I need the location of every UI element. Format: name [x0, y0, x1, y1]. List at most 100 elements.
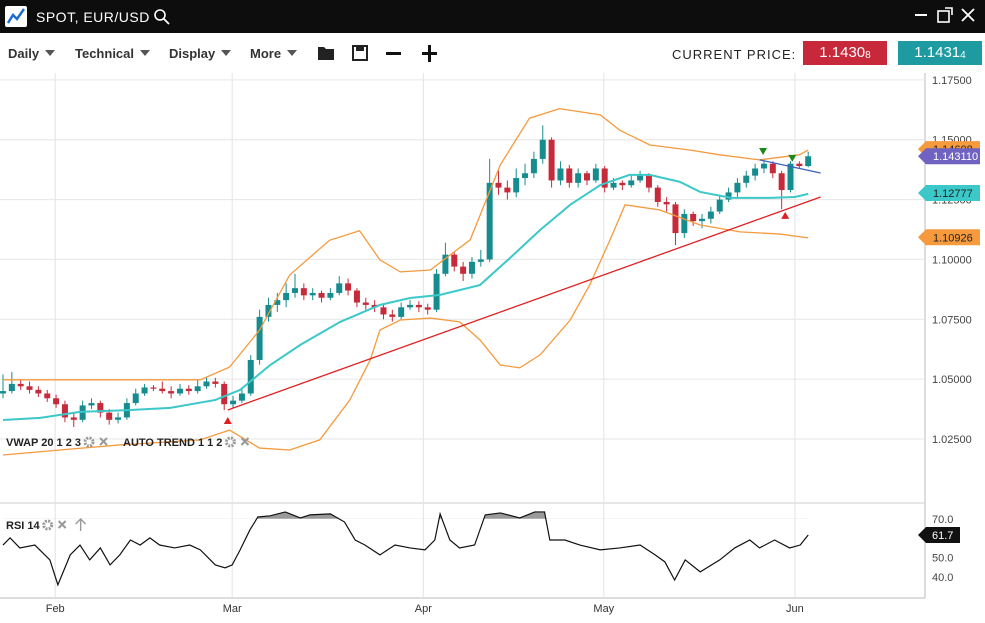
candle-body — [495, 182, 502, 188]
candle-body — [309, 292, 316, 296]
candle-body — [17, 383, 24, 387]
chart: FebMarAprMayJun1.175001.150001.125001.10… — [0, 73, 980, 615]
menu[interactable]: Technical — [75, 46, 150, 61]
bid-price[interactable]: 1.14308 — [803, 41, 887, 65]
value-badge-label: 61.7 — [932, 530, 953, 542]
candle-body — [159, 388, 166, 392]
minimize-icon[interactable] — [915, 14, 927, 16]
save-icon[interactable] — [356, 46, 364, 51]
signal-marker — [781, 211, 790, 219]
overbought-fill — [256, 511, 546, 519]
x-tick-label: Jun — [786, 603, 804, 615]
search-icon[interactable] — [163, 18, 170, 25]
signal-marker — [788, 154, 797, 162]
candle-body — [88, 403, 95, 406]
candle-body — [663, 201, 670, 205]
candle-body — [176, 388, 183, 394]
current-price-label: CURRENT PRICE: — [672, 47, 797, 62]
open-icon[interactable] — [318, 47, 334, 60]
indicator-label[interactable]: VWAP 20 1 2 3 — [6, 437, 81, 449]
candle-body — [477, 259, 484, 262]
candle-body — [247, 359, 254, 394]
y-tick-label: 50.0 — [932, 553, 953, 565]
overlay-line — [2, 204, 809, 456]
candle-body — [141, 387, 148, 394]
candle-body — [530, 158, 537, 174]
candle-body — [645, 175, 652, 188]
menu[interactable]: More — [250, 46, 297, 61]
candle-body — [601, 168, 608, 188]
candle-body — [398, 307, 405, 317]
remove-icon[interactable] — [240, 437, 250, 446]
overlay-line — [2, 173, 809, 422]
candle-body — [619, 182, 626, 186]
indicator-label[interactable]: RSI 14 — [6, 520, 41, 532]
price-badge-label: 1.10926 — [933, 232, 973, 244]
candle-body — [132, 393, 139, 404]
candle-body — [548, 139, 555, 181]
ask: 1.1431 — [914, 44, 961, 61]
settings-icon[interactable] — [83, 436, 95, 448]
candle-body — [796, 163, 803, 167]
move-icon[interactable] — [75, 518, 87, 531]
menu[interactable]: Daily — [8, 46, 55, 61]
candle-body — [230, 400, 237, 405]
remove-icon[interactable] — [57, 520, 67, 529]
ask-price[interactable]: 1.14314 — [898, 41, 982, 65]
candle-body — [283, 292, 290, 301]
candle-body — [327, 292, 334, 298]
candle-body — [513, 178, 520, 193]
candle-body — [486, 182, 493, 260]
candle-body — [539, 139, 546, 159]
candle-body — [743, 175, 750, 183]
remove-icon[interactable] — [99, 437, 108, 446]
price-badge — [918, 229, 980, 246]
candle-body — [504, 187, 511, 193]
candle-body — [583, 173, 590, 181]
candle-body — [716, 199, 723, 212]
popout-icon[interactable] — [945, 7, 953, 15]
candle-body — [672, 204, 679, 234]
candle-body — [53, 398, 60, 405]
toolbar: Daily Technical Display More CURRENT PRI… — [0, 33, 985, 73]
candle-body — [566, 168, 573, 183]
candle-body — [610, 182, 617, 188]
candle-body — [70, 417, 77, 420]
rsi-line — [2, 511, 809, 587]
indicator-label[interactable]: AUTO TREND 1 1 2 — [123, 437, 222, 449]
candle-body — [203, 381, 210, 387]
candle-body — [415, 304, 422, 308]
menu[interactable]: Display — [169, 46, 231, 61]
price-badge-label: 1.143110 — [933, 151, 978, 163]
candle-body — [628, 180, 635, 186]
settings-icon[interactable] — [42, 519, 54, 531]
title-bar: SPOT, EUR/USD — [0, 0, 985, 33]
candle-body — [238, 393, 245, 401]
candle-body — [407, 304, 414, 308]
candle-body — [433, 273, 440, 310]
candle-body — [575, 173, 582, 183]
candle-body — [734, 182, 741, 193]
candle-body — [778, 173, 785, 191]
y-tick-label: 1.10000 — [932, 254, 972, 266]
zoom-out-icon[interactable] — [386, 52, 401, 55]
close-icon[interactable] — [961, 8, 975, 22]
candle-body — [115, 417, 122, 420]
candle-body — [150, 387, 157, 389]
popout-icon[interactable] — [937, 10, 950, 23]
candle-body — [353, 290, 360, 303]
candle-body — [44, 393, 51, 399]
zoom-in-icon[interactable] — [422, 45, 437, 62]
candle-body — [769, 163, 776, 174]
settings-icon[interactable] — [224, 436, 236, 448]
candle-body — [265, 304, 272, 317]
search-icon[interactable] — [154, 9, 166, 21]
candle-body — [61, 404, 68, 418]
candle-body — [699, 218, 706, 222]
y-tick-label: 1.07500 — [932, 314, 972, 326]
candle-body — [26, 386, 33, 390]
bid-pip: 8 — [865, 50, 871, 61]
candle-body — [442, 254, 449, 274]
candle-body — [318, 292, 325, 298]
